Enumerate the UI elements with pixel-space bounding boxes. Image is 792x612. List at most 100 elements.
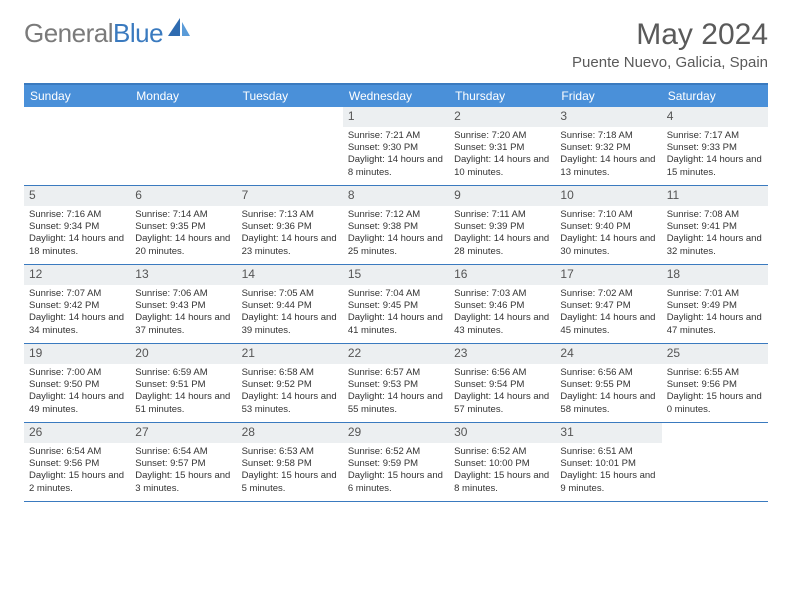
day-header: Thursday: [449, 85, 555, 107]
daylight-line: Daylight: 14 hours and 34 minutes.: [29, 312, 125, 337]
calendar-cell: 2Sunrise: 7:20 AMSunset: 9:31 PMDaylight…: [449, 107, 555, 185]
day-number: 9: [449, 186, 555, 206]
calendar-cell: 13Sunrise: 7:06 AMSunset: 9:43 PMDayligh…: [130, 265, 236, 343]
cell-content: Sunrise: 7:08 AMSunset: 9:41 PMDaylight:…: [662, 206, 768, 263]
daylight-line: Daylight: 14 hours and 32 minutes.: [667, 233, 763, 258]
day-number: 19: [24, 344, 130, 364]
sunrise-line: Sunrise: 7:14 AM: [135, 209, 231, 221]
daylight-line: Daylight: 14 hours and 25 minutes.: [348, 233, 444, 258]
sunset-line: Sunset: 9:44 PM: [242, 300, 338, 312]
sunset-line: Sunset: 9:49 PM: [667, 300, 763, 312]
week-row: 5Sunrise: 7:16 AMSunset: 9:34 PMDaylight…: [24, 186, 768, 265]
daylight-line: Daylight: 14 hours and 13 minutes.: [560, 154, 656, 179]
daylight-line: Daylight: 14 hours and 20 minutes.: [135, 233, 231, 258]
day-number: 31: [555, 423, 661, 443]
calendar-cell: [24, 107, 130, 185]
calendar-cell: 30Sunrise: 6:52 AMSunset: 10:00 PMDaylig…: [449, 423, 555, 501]
daylight-line: Daylight: 14 hours and 51 minutes.: [135, 391, 231, 416]
day-headers-row: SundayMondayTuesdayWednesdayThursdayFrid…: [24, 85, 768, 107]
daylight-line: Daylight: 14 hours and 23 minutes.: [242, 233, 338, 258]
daylight-line: Daylight: 14 hours and 43 minutes.: [454, 312, 550, 337]
sunset-line: Sunset: 9:56 PM: [667, 379, 763, 391]
sunset-line: Sunset: 9:38 PM: [348, 221, 444, 233]
cell-content: Sunrise: 7:06 AMSunset: 9:43 PMDaylight:…: [130, 285, 236, 342]
calendar-cell: 6Sunrise: 7:14 AMSunset: 9:35 PMDaylight…: [130, 186, 236, 264]
sunrise-line: Sunrise: 7:05 AM: [242, 288, 338, 300]
sunrise-line: Sunrise: 7:21 AM: [348, 130, 444, 142]
daylight-line: Daylight: 14 hours and 8 minutes.: [348, 154, 444, 179]
cell-content: Sunrise: 7:18 AMSunset: 9:32 PMDaylight:…: [555, 127, 661, 184]
daylight-line: Daylight: 14 hours and 30 minutes.: [560, 233, 656, 258]
calendar-cell: 22Sunrise: 6:57 AMSunset: 9:53 PMDayligh…: [343, 344, 449, 422]
cell-content: Sunrise: 7:04 AMSunset: 9:45 PMDaylight:…: [343, 285, 449, 342]
cell-content: Sunrise: 6:52 AMSunset: 10:00 PMDaylight…: [449, 443, 555, 500]
sunrise-line: Sunrise: 7:03 AM: [454, 288, 550, 300]
day-header: Sunday: [24, 85, 130, 107]
cell-content: Sunrise: 7:10 AMSunset: 9:40 PMDaylight:…: [555, 206, 661, 263]
sunset-line: Sunset: 9:39 PM: [454, 221, 550, 233]
week-row: 12Sunrise: 7:07 AMSunset: 9:42 PMDayligh…: [24, 265, 768, 344]
day-number: 23: [449, 344, 555, 364]
daylight-line: Daylight: 14 hours and 45 minutes.: [560, 312, 656, 337]
day-number: 11: [662, 186, 768, 206]
daylight-line: Daylight: 15 hours and 6 minutes.: [348, 470, 444, 495]
cell-content: Sunrise: 7:01 AMSunset: 9:49 PMDaylight:…: [662, 285, 768, 342]
sunrise-line: Sunrise: 7:11 AM: [454, 209, 550, 221]
sunset-line: Sunset: 9:34 PM: [29, 221, 125, 233]
sunset-line: Sunset: 9:30 PM: [348, 142, 444, 154]
day-number: 28: [237, 423, 343, 443]
sunset-line: Sunset: 9:52 PM: [242, 379, 338, 391]
sunrise-line: Sunrise: 7:01 AM: [667, 288, 763, 300]
calendar-cell: 18Sunrise: 7:01 AMSunset: 9:49 PMDayligh…: [662, 265, 768, 343]
week-row: 19Sunrise: 7:00 AMSunset: 9:50 PMDayligh…: [24, 344, 768, 423]
cell-content: Sunrise: 6:56 AMSunset: 9:54 PMDaylight:…: [449, 364, 555, 421]
logo-text-gray: General: [24, 18, 113, 48]
daylight-line: Daylight: 14 hours and 55 minutes.: [348, 391, 444, 416]
sunset-line: Sunset: 9:57 PM: [135, 458, 231, 470]
day-number: 20: [130, 344, 236, 364]
cell-content: Sunrise: 6:54 AMSunset: 9:57 PMDaylight:…: [130, 443, 236, 500]
day-number: 22: [343, 344, 449, 364]
sunset-line: Sunset: 9:41 PM: [667, 221, 763, 233]
cell-content: Sunrise: 7:00 AMSunset: 9:50 PMDaylight:…: [24, 364, 130, 421]
sail-icon: [166, 16, 192, 43]
cell-content: Sunrise: 7:20 AMSunset: 9:31 PMDaylight:…: [449, 127, 555, 184]
cell-content: Sunrise: 6:56 AMSunset: 9:55 PMDaylight:…: [555, 364, 661, 421]
day-number: 15: [343, 265, 449, 285]
sunset-line: Sunset: 10:00 PM: [454, 458, 550, 470]
sunset-line: Sunset: 9:53 PM: [348, 379, 444, 391]
sunrise-line: Sunrise: 6:51 AM: [560, 446, 656, 458]
calendar-cell: 11Sunrise: 7:08 AMSunset: 9:41 PMDayligh…: [662, 186, 768, 264]
sunset-line: Sunset: 9:43 PM: [135, 300, 231, 312]
cell-content: Sunrise: 7:21 AMSunset: 9:30 PMDaylight:…: [343, 127, 449, 184]
sunset-line: Sunset: 9:55 PM: [560, 379, 656, 391]
daylight-line: Daylight: 14 hours and 28 minutes.: [454, 233, 550, 258]
daylight-line: Daylight: 14 hours and 10 minutes.: [454, 154, 550, 179]
sunset-line: Sunset: 9:54 PM: [454, 379, 550, 391]
cell-content: Sunrise: 7:03 AMSunset: 9:46 PMDaylight:…: [449, 285, 555, 342]
sunrise-line: Sunrise: 7:07 AM: [29, 288, 125, 300]
calendar-cell: 3Sunrise: 7:18 AMSunset: 9:32 PMDaylight…: [555, 107, 661, 185]
calendar-cell: 1Sunrise: 7:21 AMSunset: 9:30 PMDaylight…: [343, 107, 449, 185]
sunset-line: Sunset: 9:46 PM: [454, 300, 550, 312]
cell-content: Sunrise: 7:02 AMSunset: 9:47 PMDaylight:…: [555, 285, 661, 342]
day-number: 13: [130, 265, 236, 285]
cell-content: Sunrise: 7:14 AMSunset: 9:35 PMDaylight:…: [130, 206, 236, 263]
sunrise-line: Sunrise: 6:52 AM: [454, 446, 550, 458]
calendar-cell: 31Sunrise: 6:51 AMSunset: 10:01 PMDaylig…: [555, 423, 661, 501]
day-number: 4: [662, 107, 768, 127]
cell-content: Sunrise: 7:11 AMSunset: 9:39 PMDaylight:…: [449, 206, 555, 263]
calendar-cell: 26Sunrise: 6:54 AMSunset: 9:56 PMDayligh…: [24, 423, 130, 501]
daylight-line: Daylight: 15 hours and 0 minutes.: [667, 391, 763, 416]
day-number: 12: [24, 265, 130, 285]
sunrise-line: Sunrise: 6:56 AM: [560, 367, 656, 379]
sunrise-line: Sunrise: 7:20 AM: [454, 130, 550, 142]
day-header: Monday: [130, 85, 236, 107]
day-number: 6: [130, 186, 236, 206]
daylight-line: Daylight: 14 hours and 53 minutes.: [242, 391, 338, 416]
calendar: SundayMondayTuesdayWednesdayThursdayFrid…: [24, 83, 768, 502]
cell-content: Sunrise: 6:58 AMSunset: 9:52 PMDaylight:…: [237, 364, 343, 421]
sunset-line: Sunset: 9:47 PM: [560, 300, 656, 312]
cell-content: Sunrise: 6:54 AMSunset: 9:56 PMDaylight:…: [24, 443, 130, 500]
daylight-line: Daylight: 14 hours and 58 minutes.: [560, 391, 656, 416]
